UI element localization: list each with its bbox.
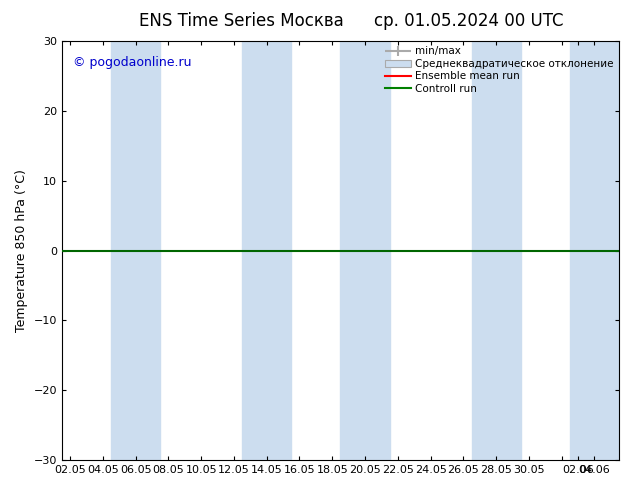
Text: ENS Time Series Москва: ENS Time Series Москва [139, 12, 343, 30]
Bar [570, 41, 619, 460]
Text: © pogodaonline.ru: © pogodaonline.ru [73, 56, 191, 69]
Bar [472, 41, 521, 460]
Bar [340, 41, 390, 460]
Bar [111, 41, 160, 460]
Text: ср. 01.05.2024 00 UTC: ср. 01.05.2024 00 UTC [375, 12, 564, 30]
Bar [242, 41, 291, 460]
Legend: min/max, Среднеквадратическое отклонение, Ensemble mean run, Controll run: min/max, Среднеквадратическое отклонение… [383, 44, 616, 96]
Y-axis label: Temperature 850 hPa (°C): Temperature 850 hPa (°C) [15, 169, 28, 332]
